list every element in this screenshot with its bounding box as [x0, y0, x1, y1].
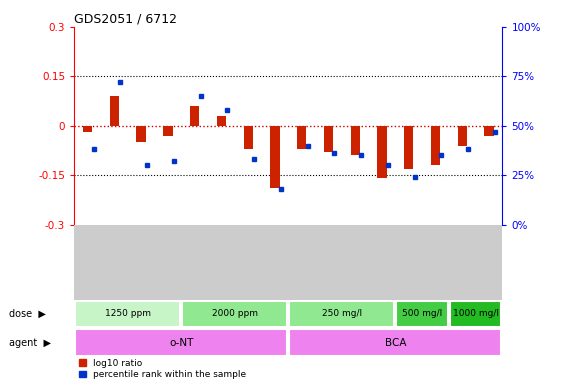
Bar	[243, 126, 253, 149]
Text: 250 mg/l: 250 mg/l	[322, 310, 362, 318]
Text: GDS2051 / 6712: GDS2051 / 6712	[74, 13, 177, 26]
Text: o-NT: o-NT	[169, 338, 194, 348]
Bar	[289, 329, 501, 356]
Bar	[431, 126, 440, 166]
Bar	[182, 301, 287, 327]
Bar	[163, 126, 172, 136]
Bar	[484, 126, 494, 136]
Legend: log10 ratio, percentile rank within the sample: log10 ratio, percentile rank within the …	[79, 359, 246, 379]
Bar	[351, 126, 360, 156]
Bar	[270, 126, 280, 189]
Bar	[297, 126, 307, 149]
Bar	[75, 301, 180, 327]
Bar	[136, 126, 146, 142]
Bar	[217, 116, 226, 126]
Bar	[450, 301, 501, 327]
Text: 500 mg/l: 500 mg/l	[402, 310, 443, 318]
Bar	[457, 126, 467, 146]
Bar	[324, 126, 333, 152]
Text: 2000 ppm: 2000 ppm	[212, 310, 258, 318]
Bar	[289, 301, 395, 327]
Bar	[404, 126, 413, 169]
Text: BCA: BCA	[385, 338, 406, 348]
Bar	[377, 126, 387, 179]
Bar	[75, 329, 287, 356]
Bar	[396, 301, 448, 327]
Text: agent  ▶: agent ▶	[9, 338, 51, 348]
Bar	[110, 96, 119, 126]
Text: 1000 mg/l: 1000 mg/l	[453, 310, 498, 318]
Text: 1250 ppm: 1250 ppm	[104, 310, 151, 318]
Text: dose  ▶: dose ▶	[9, 309, 46, 319]
Bar	[83, 126, 93, 132]
Bar	[190, 106, 199, 126]
